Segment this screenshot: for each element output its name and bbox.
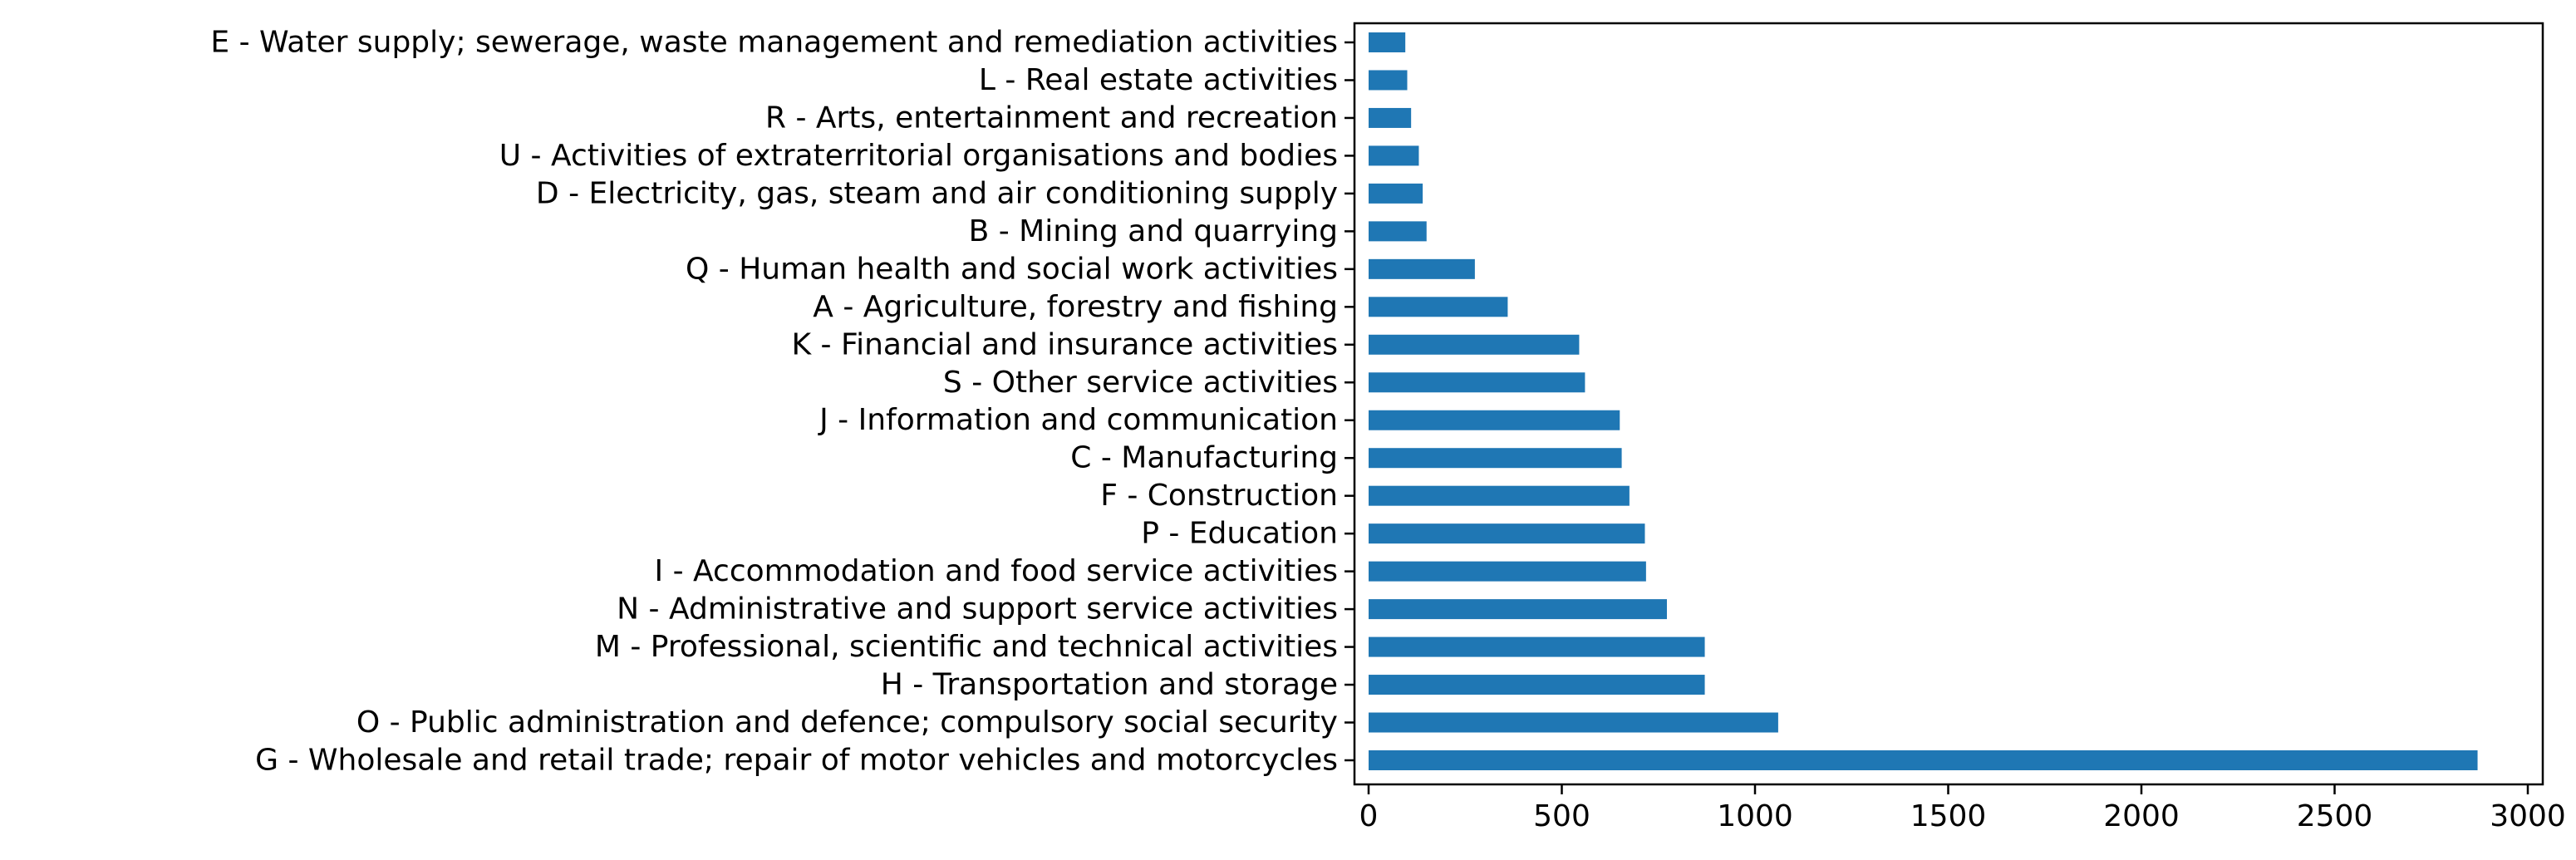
bar [1369, 599, 1667, 620]
bar [1369, 183, 1423, 204]
x-tick-label: 1000 [1717, 799, 1793, 833]
category-label: K - Financial and insurance activities [792, 327, 1339, 361]
category-label: Q - Human health and social work activit… [686, 252, 1338, 286]
plot-frame [1353, 22, 2544, 786]
category-label: S - Other service activities [943, 366, 1338, 400]
bar [1369, 221, 1427, 242]
category-label: R - Arts, entertainment and recreation [765, 101, 1338, 135]
bar [1369, 297, 1508, 317]
bar [1369, 107, 1412, 128]
x-tick-label: 2000 [2103, 799, 2180, 833]
bar [1369, 70, 1408, 91]
category-label: B - Mining and quarrying [969, 214, 1338, 248]
x-tick-label: 3000 [2490, 799, 2566, 833]
bar [1369, 523, 1645, 544]
bar [1369, 750, 2478, 770]
x-tick-label: 2500 [2297, 799, 2373, 833]
bar [1369, 636, 1705, 657]
x-tick-label: 500 [1533, 799, 1590, 833]
category-label: N - Administrative and support service a… [617, 592, 1338, 627]
category-label: G - Wholesale and retail trade; repair o… [255, 744, 1338, 778]
bar [1369, 258, 1475, 279]
category-label: L - Real estate activities [979, 63, 1338, 97]
category-label: U - Activities of extraterritorial organ… [499, 139, 1338, 173]
category-label: H - Transportation and storage [881, 668, 1338, 702]
bars-group [1369, 32, 2478, 770]
category-label: I - Accommodation and food service activ… [655, 554, 1338, 588]
category-label: O - Public administration and defence; c… [356, 705, 1338, 740]
category-label: C - Manufacturing [1070, 441, 1338, 475]
category-label: P - Education [1141, 517, 1338, 551]
x-tick-label: 1500 [1910, 799, 1987, 833]
category-labels: E - Water supply; sewerage, waste manage… [210, 26, 1354, 778]
bar [1369, 410, 1620, 430]
bar [1369, 448, 1622, 469]
bar [1369, 32, 1406, 52]
x-tick-label: 0 [1359, 799, 1379, 833]
x-axis-ticks: 0 500 1000 1500 2000 2500 3000 [1359, 784, 2566, 833]
bar [1369, 145, 1419, 166]
bar [1369, 334, 1580, 355]
category-label: D - Electricity, gas, steam and air cond… [536, 176, 1338, 210]
category-label: E - Water supply; sewerage, waste manage… [210, 26, 1338, 60]
category-label: F - Construction [1100, 479, 1338, 513]
bar [1369, 675, 1705, 695]
category-label: A - Agriculture, forestry and fishing [813, 290, 1338, 324]
bar [1369, 372, 1585, 393]
bar [1369, 485, 1630, 506]
bar [1369, 712, 1778, 733]
category-label: J - Information and communication [818, 403, 1338, 437]
bar [1369, 561, 1646, 582]
category-label: M - Professional, scientific and technic… [595, 630, 1338, 664]
